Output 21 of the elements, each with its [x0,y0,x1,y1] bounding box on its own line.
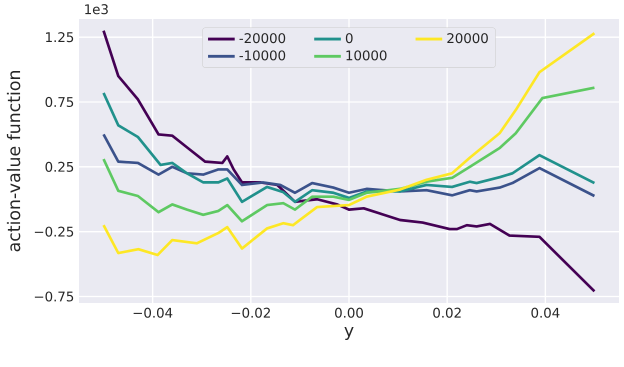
legend-label: 20000 [447,33,488,44]
x-tick-label: 0.02 [433,308,461,318]
x-tick-label: 0.00 [335,308,363,318]
legend-label: 0 [346,33,353,44]
legend-label: -10000 [239,50,286,60]
y-axis-title: action-value function [6,71,20,252]
y-tick-label: −0.75 [34,291,74,302]
legend-label: -20000 [239,33,286,44]
x-tick-label: −0.02 [232,308,270,318]
x-tick-label: 0.04 [531,308,560,318]
legend-label: 10000 [346,50,387,60]
x-axis-title: y [344,326,354,340]
x-tick-label: −0.04 [134,308,172,318]
y-tick-label: 1.25 [46,32,74,42]
y-tick-label: 0.75 [45,96,74,108]
line-series [102,86,596,223]
y-tick-label: 0.25 [45,162,74,172]
y-tick-label: −0.25 [34,226,74,237]
line-series [102,92,596,204]
text: 1e3 [85,4,108,14]
line-series [102,133,596,198]
